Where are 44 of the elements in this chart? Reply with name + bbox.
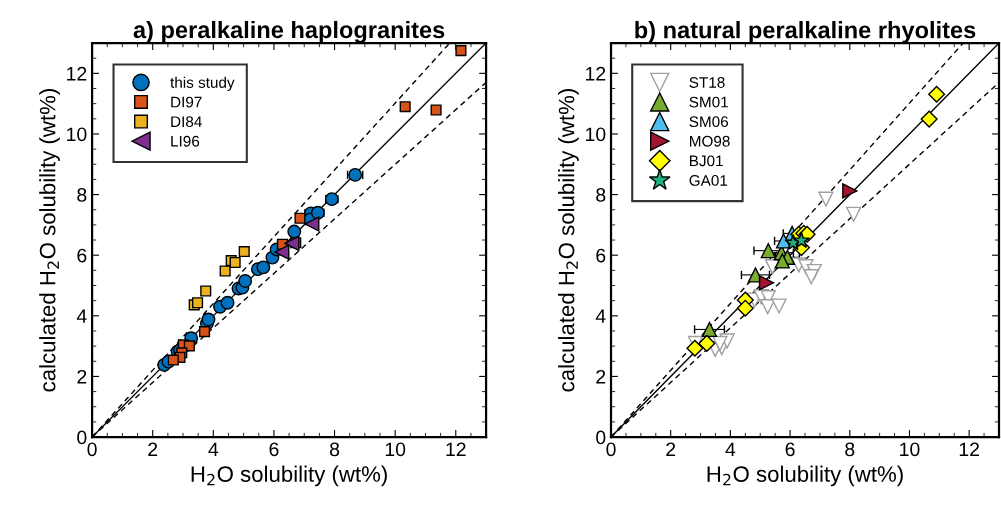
legend-label: BJ01 [690,155,723,167]
x-tick-label: 4 [208,442,219,456]
x-tick-label: 6 [785,442,795,457]
y-tick-label: 10 [586,127,606,142]
y-tick-label: 10 [67,127,87,142]
y-tick-label: 4 [76,309,87,323]
x-tick-label: 10 [385,442,406,457]
y-axis-title: calculated H$_{2}$O solubility (wt%) [39,89,60,392]
x-tick-label: 2 [666,442,676,456]
y-tick-label: 2 [596,369,606,384]
x-tick-label: 6 [269,442,279,457]
y-tick-label: 12 [586,66,606,81]
y-tick-label: 0 [77,430,87,445]
legend-label: this study [170,76,235,91]
chart-title: b) natural peralkaline rhyolites [635,21,976,44]
x-tick-label: 2 [148,442,158,456]
y-tick-label: 8 [77,188,87,202]
legend-label: SM06 [689,116,728,128]
x-tick-label: 0 [87,442,97,457]
x-tick-label: 10 [900,442,920,457]
x-tick-label: 8 [329,442,340,457]
y-tick-label: 6 [77,248,87,263]
legend-label: GA01 [689,175,728,186]
x-axis-title: H$_{2}$O solubility (wt%) [707,465,903,487]
y-tick-label: 6 [596,248,606,263]
y-tick-label: 2 [77,369,87,384]
chart-title: a) peralkaline haplogranites [133,20,445,44]
y-tick-label: 0 [596,430,606,445]
legend-label: MO98 [690,135,730,147]
legend-label: ST18 [689,77,725,88]
legend-label: DI84 [171,116,202,128]
y-tick-label: 12 [67,66,87,81]
legend-label: SM01 [689,96,728,108]
x-tick-label: 12 [959,442,979,456]
x-axis-title: H$_{2}$O solubility (wt%) [191,465,387,487]
y-tick-label: 4 [595,309,606,323]
legend-label: DI97 [171,96,202,108]
x-tick-label: 12 [446,442,466,456]
y-tick-label: 8 [596,188,606,202]
x-tick-label: 8 [845,442,855,457]
legend-label: LI96 [171,135,200,147]
x-tick-label: 0 [606,442,616,457]
y-axis-title: calculated H$_{2}$O solubility (wt%) [558,89,579,392]
x-tick-label: 4 [725,442,736,456]
